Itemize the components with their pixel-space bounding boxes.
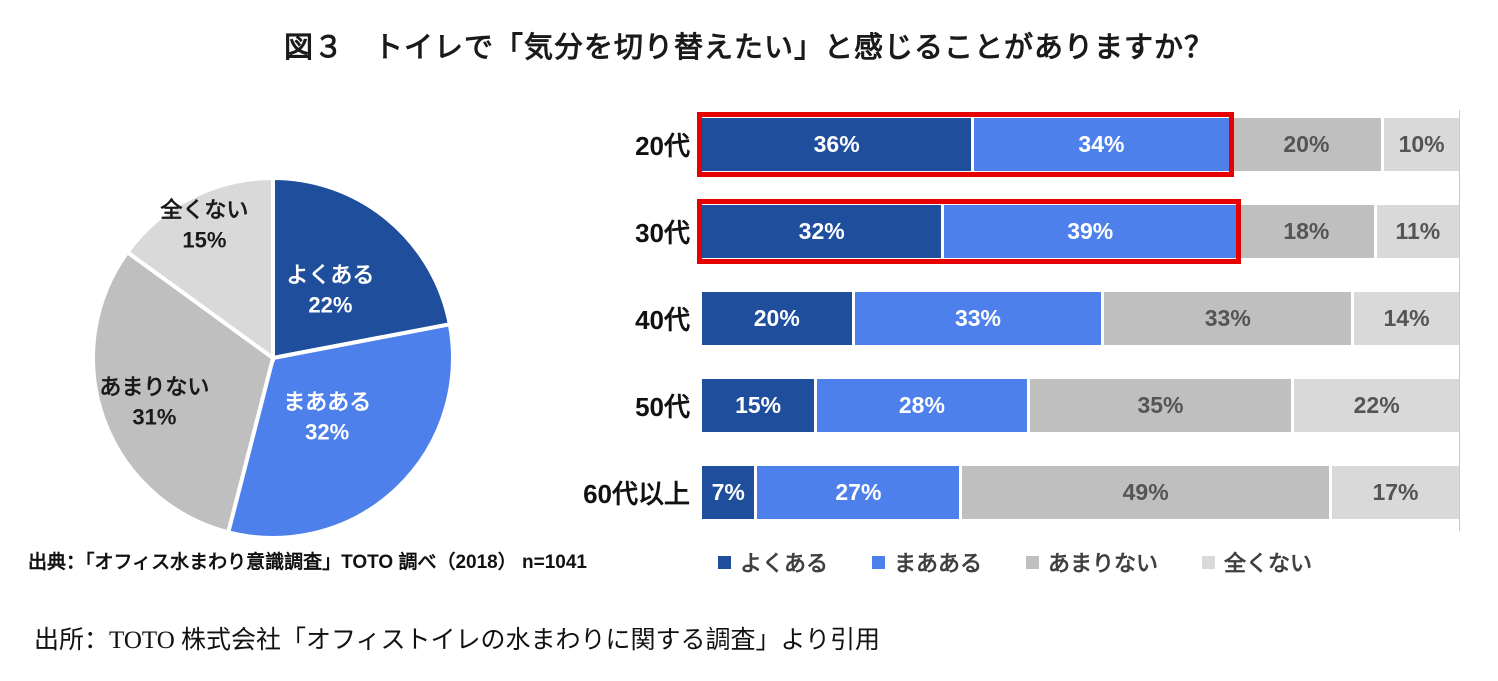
bar-segment-4: 22% <box>1294 379 1459 432</box>
bar-track: 7% 27% 49% 17% <box>702 466 1460 519</box>
bar-segment-1: 32% <box>702 205 942 258</box>
bar-segment-2: 28% <box>817 379 1027 432</box>
legend-item-2: まあある <box>872 546 982 578</box>
bar-row-5: 60代以上 7% 27% 49% 17% <box>560 466 1480 519</box>
legend-label: あまりない <box>1048 551 1159 576</box>
chart-legend: よくある まあある あまりない 全くない <box>718 546 1480 578</box>
bar-category-label: 50代 <box>635 392 690 422</box>
legend-label: よくある <box>740 551 829 576</box>
bar-category-label: 20代 <box>635 131 690 161</box>
legend-item-3: あまりない <box>1026 546 1158 578</box>
bar-segment-4: 14% <box>1354 292 1459 345</box>
bar-segment-4: 11% <box>1376 205 1459 258</box>
pie-slice-3 <box>91 249 276 535</box>
bar-segment-1: 20% <box>702 292 852 345</box>
bar-segment-2: 39% <box>944 205 1237 258</box>
bar-row-2: 30代 32% 39% 18% 11% <box>560 199 1480 264</box>
bar-segment-3: 33% <box>1104 292 1352 345</box>
pie-slice-2 <box>225 321 455 540</box>
bar-segment-2: 34% <box>974 118 1229 171</box>
bar-rows: 20代 36% 34% 20% 10% 30代 32% 39% 18% 11% 40代 20% 33% 3… <box>560 112 1480 519</box>
bar-track: 20% 33% 33% 14% <box>702 292 1459 345</box>
bar-row-3: 40代 20% 33% 33% 14% <box>560 292 1480 345</box>
legend-swatch-icon <box>872 555 886 569</box>
legend-label: まあある <box>894 551 983 576</box>
bar-segment-4: 17% <box>1331 466 1460 519</box>
pie-label-3: あまりない 31% <box>99 375 209 430</box>
pie-chart: よくある 22% まあある 32% あまりない 31% 全くない 15% <box>91 175 455 540</box>
bar-track: 36% 34% 20% 10% <box>697 112 1459 177</box>
bar-segment-1: 36% <box>702 118 972 171</box>
bar-track: 15% 28% 35% 22% <box>702 379 1459 432</box>
legend-item-4: 全くない <box>1202 546 1312 578</box>
legend-item-1: よくある <box>718 546 828 578</box>
axis-line-100pct <box>1459 110 1460 531</box>
pie-label-4: 全くない 15% <box>159 197 248 252</box>
legend-swatch-icon <box>1202 555 1216 569</box>
citation-text: 出所：TOTO 株式会社「オフィストイレの水まわりに関する調査」より引用 <box>34 627 880 654</box>
stacked-bar-chart: 20代 36% 34% 20% 10% 30代 32% 39% 18% 11% 40代 20% 33% 3… <box>560 110 1480 578</box>
figure-title: 図３ トイレで「気分を切り替えたい」と感じることがありますか？ <box>283 32 1214 64</box>
legend-label: 全くない <box>1224 551 1313 576</box>
bar-row-1: 20代 36% 34% 20% 10% <box>560 112 1480 177</box>
bar-segment-2: 27% <box>757 466 960 519</box>
bar-track: 32% 39% 18% 11% <box>697 199 1459 264</box>
bar-category-label: 60代以上 <box>583 479 690 509</box>
bar-segment-3: 20% <box>1231 118 1382 171</box>
legend-swatch-icon <box>718 555 731 569</box>
legend-swatch-icon <box>1026 555 1040 569</box>
bar-category-label: 40代 <box>635 305 690 335</box>
bar-segment-3: 35% <box>1029 379 1292 432</box>
bar-segment-2: 33% <box>854 292 1102 345</box>
source-note: 出典：「オフィス水まわり意識調査」TOTO 調べ（2018） n=1041 <box>28 552 587 573</box>
bar-segment-4: 10% <box>1384 118 1459 171</box>
pie-label-2: まあある 32% <box>283 390 371 445</box>
bar-category-label: 30代 <box>635 218 690 248</box>
bar-segment-3: 18% <box>1239 205 1374 258</box>
bar-segment-3: 49% <box>962 466 1329 519</box>
bar-segment-1: 7% <box>702 466 755 519</box>
bar-segment-1: 15% <box>702 379 815 432</box>
pie-label-1: よくある 22% <box>286 263 374 318</box>
bar-row-4: 50代 15% 28% 35% 22% <box>560 379 1480 432</box>
pie-slice-1 <box>271 175 453 361</box>
pie-slice-4 <box>124 175 275 362</box>
